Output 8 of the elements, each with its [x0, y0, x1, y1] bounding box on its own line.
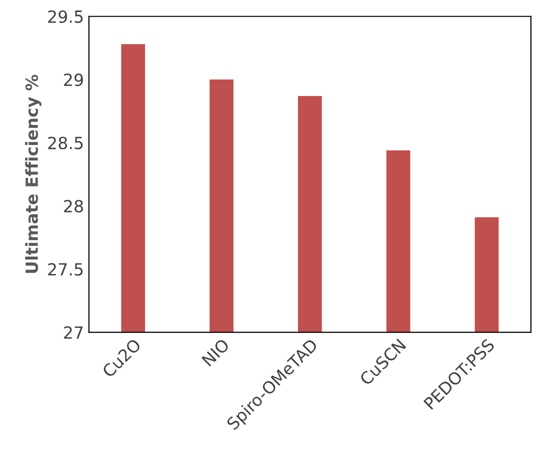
- y-tick-label: 27.5: [48, 263, 83, 276]
- x-tick-label: NIO: [201, 338, 230, 367]
- y-tick-label: 29: [64, 74, 83, 86]
- y-tick-label: 27: [64, 326, 83, 339]
- y-tick-label: 28.5: [48, 136, 83, 150]
- y-axis-title: Ultimate Efficiency %: [25, 74, 42, 273]
- y-tick-label: 29.5: [48, 10, 83, 23]
- y-tick-label: 28: [64, 200, 83, 212]
